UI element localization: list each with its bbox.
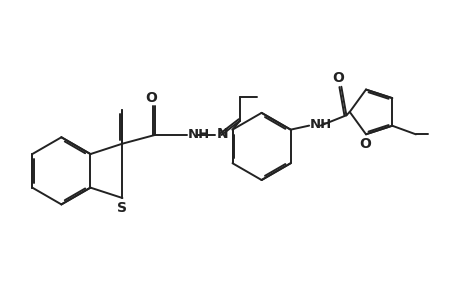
Text: NH: NH [309, 118, 331, 131]
Text: O: O [331, 71, 343, 85]
Text: NH: NH [187, 128, 209, 141]
Text: O: O [358, 137, 370, 151]
Text: S: S [117, 201, 127, 215]
Text: O: O [145, 91, 157, 105]
Text: N: N [217, 127, 228, 141]
